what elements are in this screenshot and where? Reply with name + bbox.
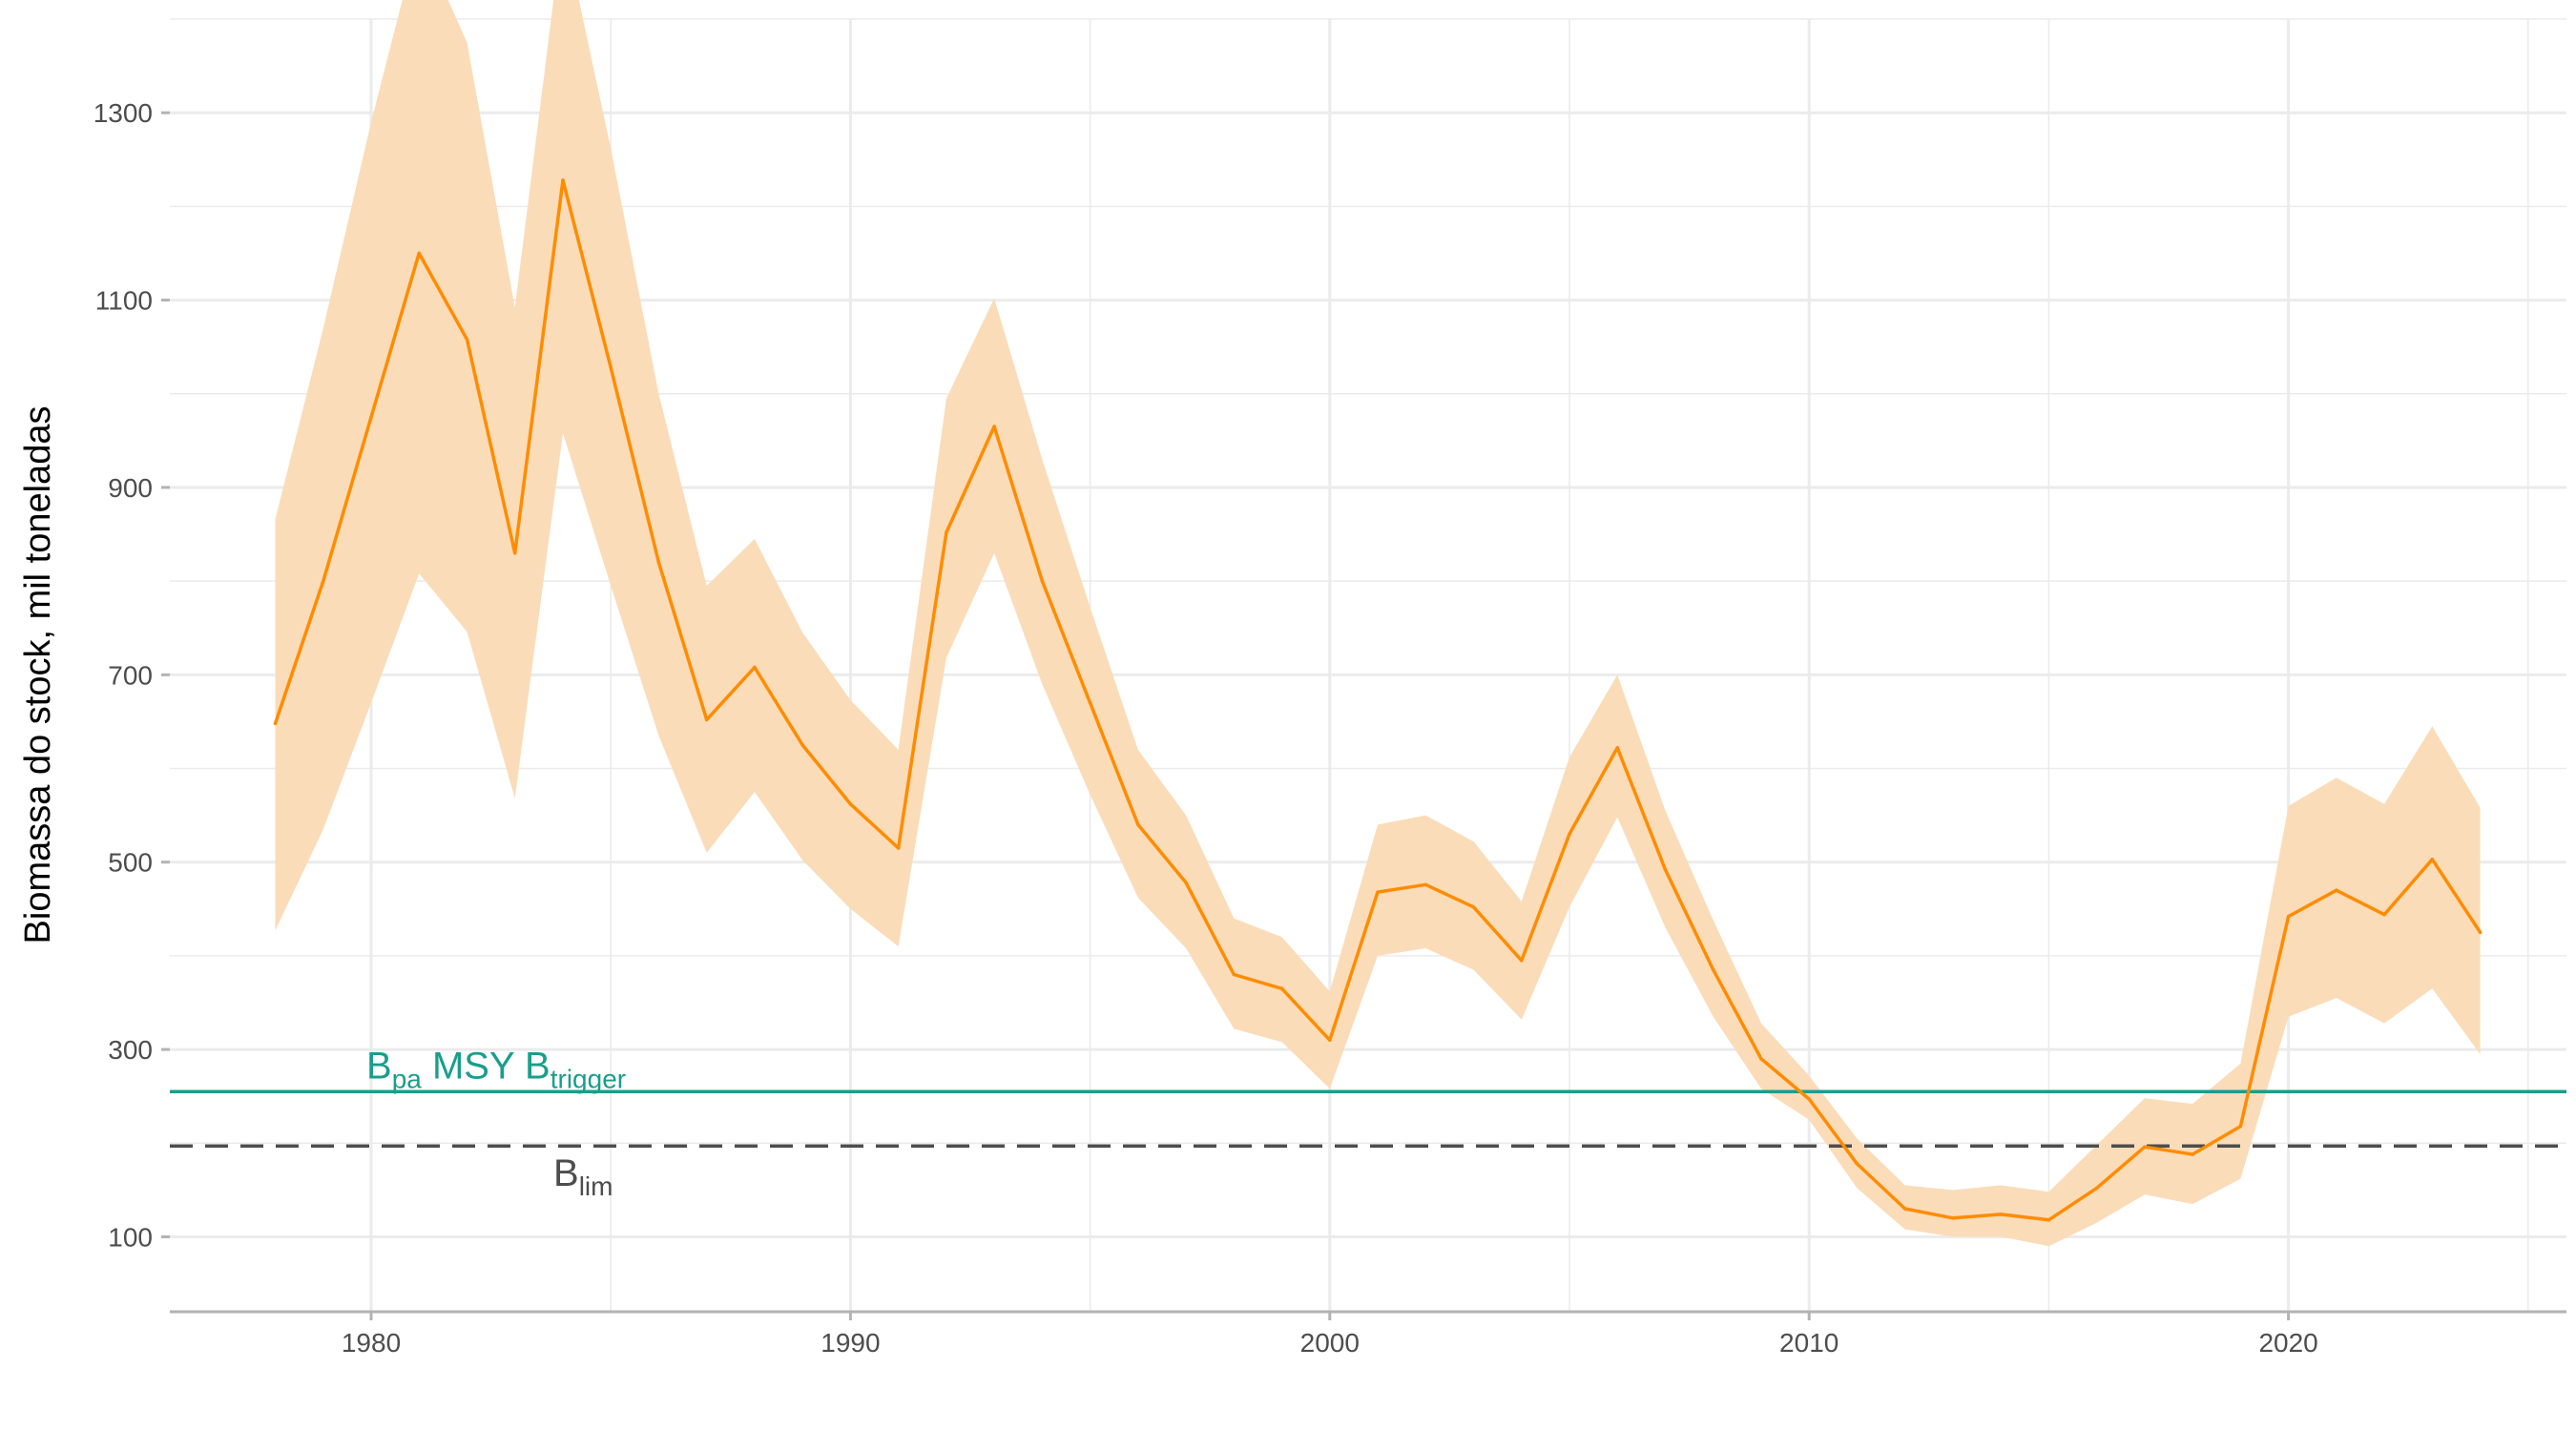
y-axis-title: Biomassa do stock, mil toneladas [18,406,58,944]
x-tick-label: 1980 [342,1328,401,1358]
biomass-point [1902,1207,1907,1211]
biomass-point [369,415,373,420]
x-tick-label: 2010 [1779,1328,1839,1358]
biomass-point [2238,1124,2243,1129]
bpa-msy-btrigger-label: Bpa MSY Btrigger [366,1045,626,1093]
biomass-point [1759,1057,1763,1061]
confidence-band-layer [275,0,2481,1247]
y-axis-ticks: 100 300 500 700 900 1100 1300 [93,98,170,1252]
bpa-label-sub: pa [392,1064,423,1093]
biomass-point [1568,832,1571,837]
biomass-point [1615,746,1620,750]
bpa-label-b: B [366,1045,392,1087]
biomass-point [848,802,853,806]
biomass-point [992,425,996,428]
biomass-point [1088,700,1092,705]
biomass-point [2478,930,2483,935]
confidence-band [275,0,2481,1247]
y-tick-label: 300 [108,1035,153,1065]
y-tick-label: 100 [108,1222,153,1252]
biomass-point [1519,958,1524,963]
y-tick-label: 900 [108,473,153,503]
biomass-point [1376,890,1380,894]
x-tick-label: 1990 [821,1328,880,1358]
y-tick-label: 500 [108,848,153,878]
biomass-point [1184,881,1188,885]
biomass-point [1423,882,1428,887]
biomass-point [2430,857,2435,861]
y-tick-label: 1100 [95,286,153,316]
biomass-point [1040,579,1045,583]
biomass-point [1279,986,1284,991]
y-tick-label: 700 [108,660,153,690]
biomass-point [1807,1097,1812,1101]
biomass-point [1663,867,1668,872]
biomass-point [273,721,278,726]
biomass-point [465,338,469,342]
biomass-point [800,743,804,747]
biomass-point [417,251,422,256]
blim-label-sub: lim [579,1172,613,1201]
biomass-point [1471,905,1476,909]
x-axis-ticks: 1980 1990 2000 2010 2020 [342,1312,2318,1358]
biomass-point [2335,888,2338,892]
biomass-point [561,178,565,182]
biomass-point [2286,914,2291,919]
x-tick-label: 2000 [1300,1328,1360,1358]
bpa-label-msy: MSY B [422,1045,551,1087]
biomass-point [2143,1145,2147,1149]
blim-label-b: B [553,1152,579,1194]
biomass-point [1711,967,1715,972]
biomass-point [656,560,661,565]
x-tick-label: 2020 [2258,1328,2317,1358]
biomass-point [896,846,901,850]
biomass-point [2191,1152,2194,1156]
bpa-label-trigger: trigger [551,1064,626,1093]
biomass-point [1136,822,1140,827]
biomass-point [1328,1038,1332,1043]
biomass-point [1855,1162,1859,1166]
biomass-point [753,665,757,670]
biomass-point [945,530,948,534]
biomass-point [512,550,517,555]
biomass-point [1232,972,1236,977]
series-line-layer [273,178,2483,1222]
biomass-point [2094,1186,2099,1191]
biomass-point [704,717,709,722]
biomass-point [321,579,325,583]
biomass-point [609,365,613,370]
biomass-point [2046,1217,2051,1222]
biomass-point [1951,1216,1955,1220]
biomass-point [1999,1213,2003,1216]
biomass-point [2382,912,2386,917]
blim-label: Blim [553,1152,613,1201]
y-tick-label: 1300 [93,98,153,128]
